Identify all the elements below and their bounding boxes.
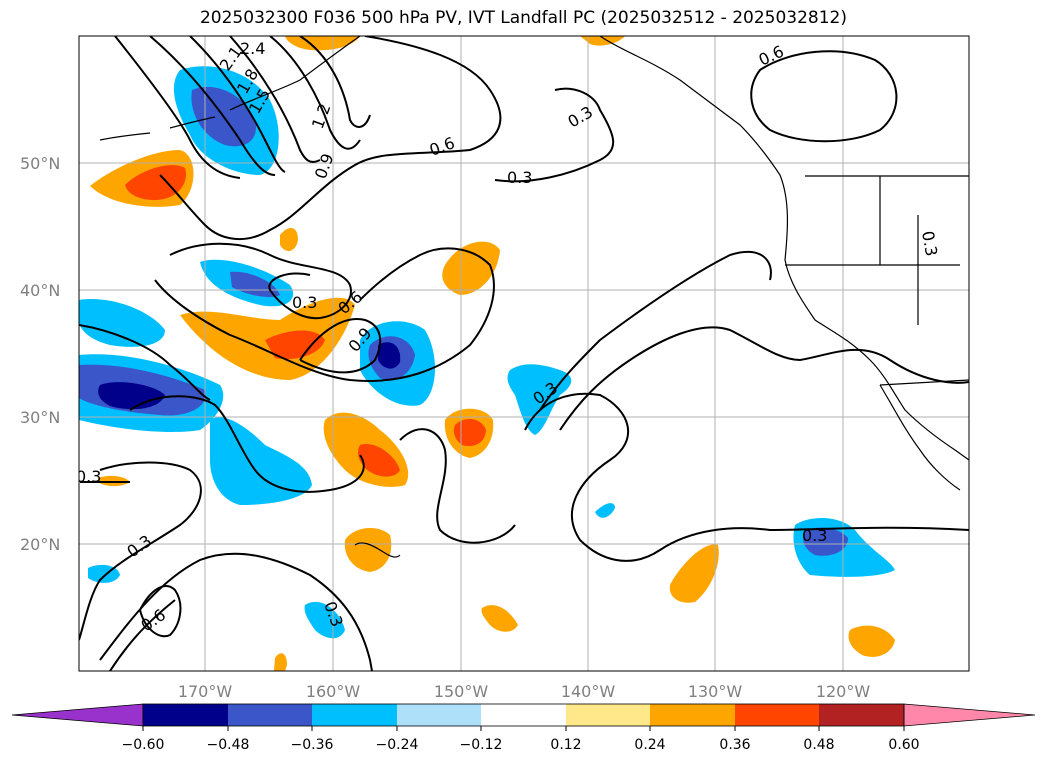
contour-label: 0.3 [292, 293, 317, 312]
plot-frame [78, 35, 970, 672]
contour-label: 0.3 [918, 229, 941, 257]
colorbar-segment [735, 704, 819, 726]
shade-blue-west-38n [79, 299, 165, 347]
contour-0.3-central [154, 247, 495, 382]
contour-0.3-south [79, 324, 211, 483]
plot-area: 2.4 2.1 1.8 1.5 1.2 0.9 0.6 0.3 0.3 0.6 … [76, 36, 969, 671]
shade-orange-11n [848, 625, 895, 657]
contour-0.6-ne [750, 50, 898, 143]
contour-0.6-sw [138, 585, 182, 638]
contour-0.9 [299, 318, 382, 374]
shade-mid-blue-19n [803, 527, 848, 556]
lon-label: 160°W [306, 682, 361, 701]
longitude-labels: 170°W 160°W 150°W 140°W 130°W 120°W [178, 682, 871, 701]
contour-loop-southeast [524, 392, 969, 562]
lon-label: 150°W [434, 682, 489, 701]
us-mexico-border [879, 379, 969, 386]
shade-orange-bottom [274, 653, 287, 671]
colorbar-tick-label: −0.48 [207, 737, 250, 753]
map-title: 2025032300 F036 500 hPa PV, IVT Landfall… [199, 8, 847, 28]
colorbar-tick-label: 0.24 [634, 737, 665, 753]
contour-central-loop [399, 428, 516, 544]
colorbar-segment [650, 704, 735, 726]
shade-red-37n [265, 330, 325, 360]
lat-label: 20°N [20, 535, 60, 554]
lon-label: 120°W [816, 682, 871, 701]
shade-navy-35n [378, 342, 401, 369]
colorbar-frame [142, 703, 905, 727]
colorbar-segment [481, 704, 566, 726]
contour-0.3-loop [169, 242, 352, 320]
aleutian-islands [99, 116, 216, 141]
colorbar-tick-label: −0.60 [122, 737, 165, 753]
shade-blue-14n [304, 601, 345, 639]
lat-label: 30°N [20, 408, 60, 427]
colorbar-extend-low [11, 703, 144, 727]
contour-label: 0.3 [76, 467, 101, 486]
colorbar-tick-label: −0.36 [291, 737, 334, 753]
contour-sw-1 [99, 552, 373, 671]
colorbar-tick-label: −0.24 [376, 737, 419, 753]
contour-0.6-east [559, 326, 969, 431]
contour-label: 0.3 [507, 168, 532, 187]
shade-red-30n [453, 418, 486, 447]
shade-orange-17n [669, 544, 719, 603]
contour-0.6-north [159, 36, 502, 241]
colorbar-tick-label: 0.12 [550, 737, 581, 753]
contour-label: 2.4 [240, 39, 265, 58]
lon-label: 130°W [688, 682, 743, 701]
shade-navy-west-33n [98, 382, 165, 410]
contour-0.3-east [539, 250, 772, 411]
north-america-coast [599, 36, 969, 461]
contour-lines [79, 36, 969, 671]
lat-label: 40°N [20, 281, 60, 300]
colorbar-segment [312, 704, 397, 726]
shade-orange-20n [344, 528, 392, 572]
colorbar-tick-label: 0.48 [803, 737, 834, 753]
colorbar-segment [143, 704, 228, 726]
lon-label: 170°W [178, 682, 233, 701]
alaska-coast [229, 36, 361, 111]
shade-orange-42n [442, 241, 500, 295]
colorbar-extend-high [903, 703, 1036, 727]
baja-coast [879, 384, 961, 491]
contour-sw-2 [109, 599, 176, 671]
shade-orange-small-44n [280, 228, 298, 252]
gridlines [79, 36, 969, 671]
hawaii-islands [354, 542, 401, 558]
contour-loop-west-1 [129, 395, 365, 493]
shade-orange-top-140w [580, 36, 625, 46]
colorbar: −0.60 −0.48 −0.36 −0.24 −0.12 0.12 0.24 0.36 0.4… [11, 703, 1036, 753]
shade-mid-blue-40n [230, 271, 280, 298]
shade-blue-26n [210, 417, 312, 505]
shade-red-28n [357, 444, 400, 477]
contour-label: 0.3 [802, 526, 827, 545]
colorbar-tick-label: 0.60 [888, 737, 919, 753]
colorbar-segment [228, 704, 312, 726]
latitude-labels: 50°N 40°N 30°N 20°N [20, 154, 60, 554]
lat-label: 50°N [20, 154, 60, 173]
colorbar-segment [566, 704, 650, 726]
shade-red-northwest [125, 165, 186, 200]
colorbar-segment [397, 704, 481, 726]
contour-loop-west-2 [79, 461, 202, 641]
lon-label: 140°W [561, 682, 616, 701]
colorbar-tick-label: −0.12 [460, 737, 503, 753]
contour-0.3-north [494, 87, 615, 183]
shade-blue-22n [595, 503, 615, 518]
colorbar-segment [819, 704, 904, 726]
coastlines [99, 36, 969, 558]
shade-orange-13n [481, 605, 518, 632]
colorbar-tick-label: 0.36 [719, 737, 750, 753]
